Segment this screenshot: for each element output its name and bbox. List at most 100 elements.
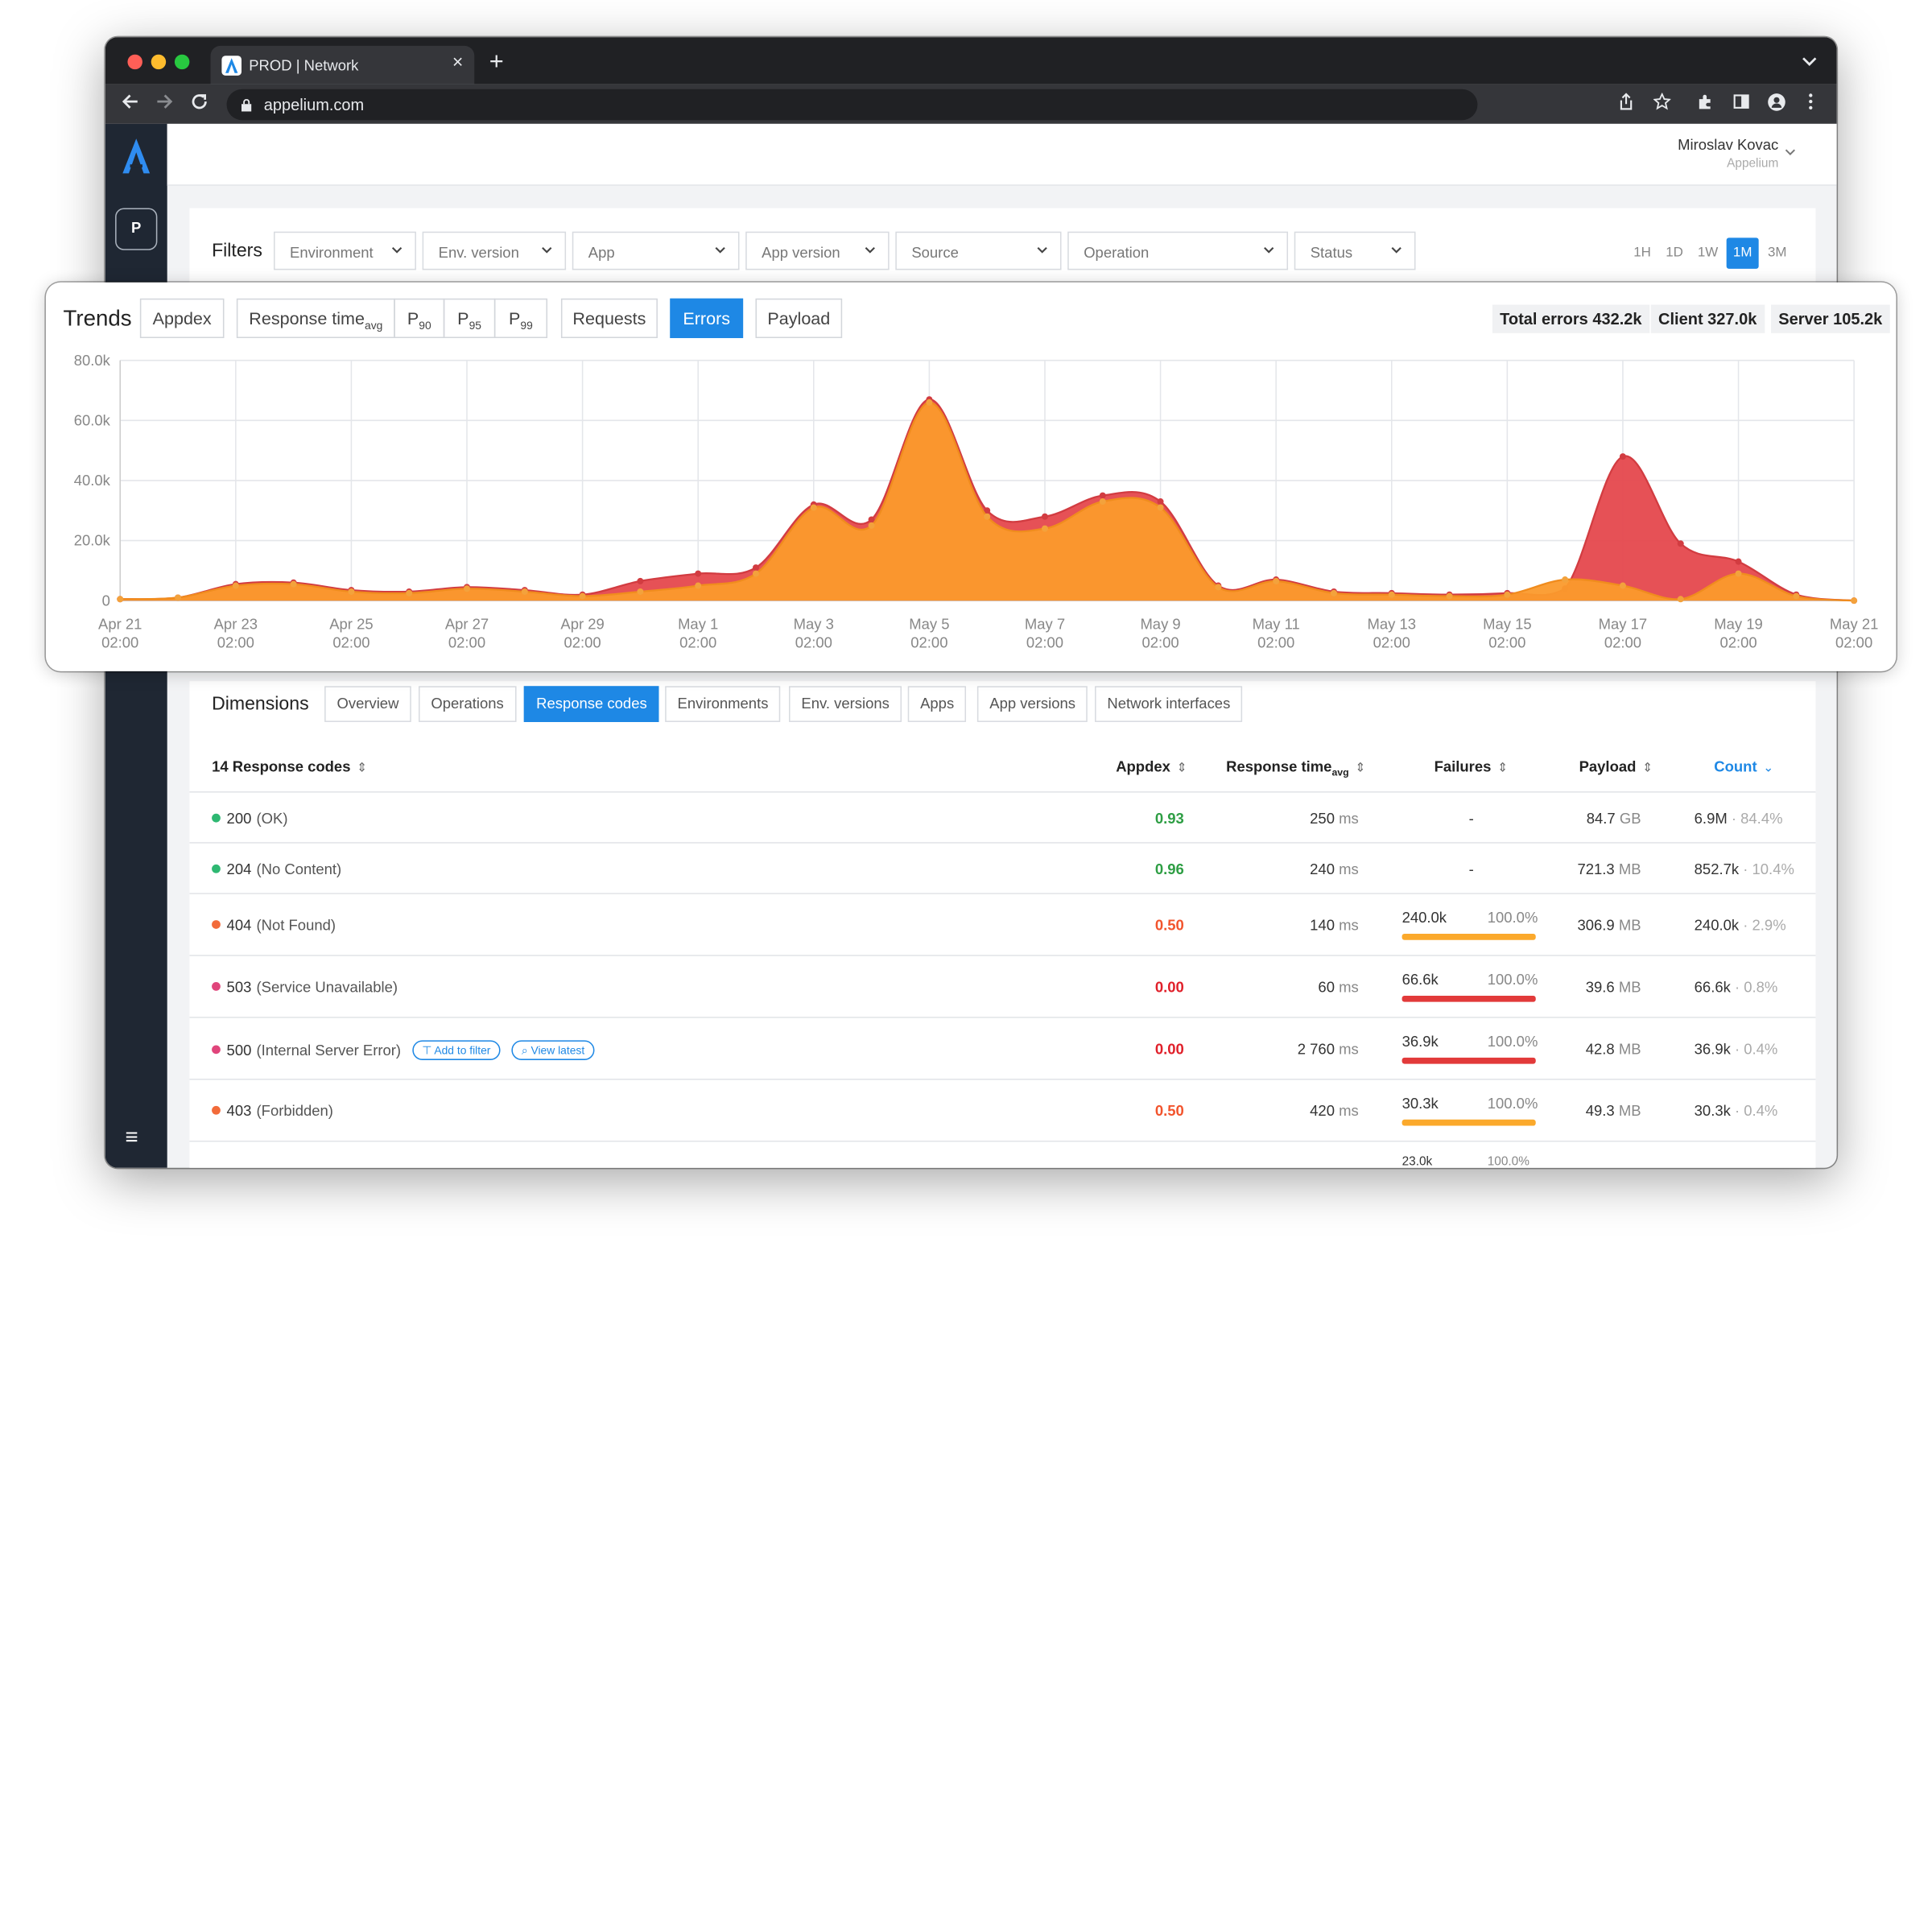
tab-app-versions[interactable]: App versions — [976, 686, 1088, 722]
response-code-cell[interactable]: 204 (No Content) — [212, 861, 341, 878]
range-1d-button[interactable]: 1D — [1666, 245, 1683, 261]
table-row[interactable]: 23.0k 100.0% — [189, 1141, 1815, 1167]
window-close-icon[interactable] — [127, 54, 142, 70]
column-header-response-codes[interactable]: 14 Response codes ⇕ — [212, 758, 367, 776]
count-percent: · 2.9% — [1743, 916, 1786, 935]
user-menu[interactable]: Miroslav Kovac Appelium — [1678, 136, 1795, 171]
dimensions-card: Dimensions Overview Operations Response … — [189, 681, 1816, 1168]
lock-icon — [242, 97, 252, 112]
column-header-failures[interactable]: Failures ⇕ — [1435, 758, 1508, 776]
back-arrow-icon[interactable] — [120, 92, 140, 118]
p90-metric-button[interactable]: P90 — [394, 298, 445, 339]
errors-metric-button[interactable]: Errors — [670, 298, 744, 339]
response-code-cell[interactable]: 404 (Not Found) — [212, 916, 336, 934]
table-row[interactable]: 500 (Internal Server Error) ⊤ Add to filte… — [189, 1018, 1816, 1080]
response-code: 500 — [226, 1041, 252, 1059]
chevron-down-icon — [391, 243, 402, 258]
x-tick-label: May 5 — [909, 616, 949, 633]
requests-metric-button[interactable]: Requests — [560, 298, 658, 339]
p99-metric-button[interactable]: P99 — [493, 298, 548, 339]
x-tick-label: Apr 25 — [329, 616, 373, 633]
table-row[interactable]: 403 (Forbidden) 0.50 420 ms 30.3k 100.0% 49.3 … — [189, 1080, 1816, 1142]
view-latest-button[interactable]: ⌕ View latest — [511, 1040, 595, 1060]
table-row[interactable]: 503 (Service Unavailable) 0.00 60 ms 66.6k 10… — [189, 956, 1816, 1018]
tab-response-codes[interactable]: Response codes — [523, 686, 660, 722]
data-point — [1793, 592, 1800, 600]
response-code: 403 — [226, 1102, 252, 1120]
rt-unit: ms — [1339, 810, 1359, 828]
column-header-response-time[interactable]: Response timeavg ⇕ — [1226, 758, 1365, 778]
data-point — [1157, 498, 1164, 506]
status-select[interactable]: Status — [1294, 231, 1416, 270]
share-icon[interactable] — [1617, 93, 1635, 114]
app-version-select[interactable]: App version — [745, 231, 890, 270]
app-select[interactable]: App — [572, 231, 740, 270]
reload-icon[interactable] — [189, 92, 209, 118]
kebab-menu-icon[interactable] — [1808, 93, 1813, 114]
failures-value: 23.0k — [1402, 1155, 1433, 1168]
column-header-count[interactable]: Count ⌄ — [1714, 758, 1773, 776]
browser-tab[interactable]: PROD | Network × — [210, 45, 475, 85]
range-3m-button[interactable]: 3M — [1767, 245, 1787, 261]
appdex-metric-button[interactable]: Appdex — [139, 298, 225, 339]
bookmark-star-icon[interactable] — [1653, 92, 1672, 114]
response-time-metric-button[interactable]: Response timeavg — [236, 298, 395, 339]
appelium-logo-icon[interactable] — [120, 136, 152, 175]
close-tab-icon[interactable]: × — [452, 52, 464, 73]
data-point — [1504, 591, 1511, 598]
response-code-cell[interactable]: 200 (OK) — [212, 810, 288, 828]
environment-select[interactable]: Environment — [274, 231, 416, 270]
range-1h-button[interactable]: 1H — [1633, 245, 1651, 261]
column-label: Count — [1714, 757, 1757, 776]
source-select[interactable]: Source — [895, 231, 1062, 270]
response-code-cell[interactable]: 503 (Service Unavailable) — [212, 978, 398, 996]
new-tab-icon[interactable]: + — [489, 48, 504, 76]
p95-metric-button[interactable]: P95 — [443, 298, 496, 339]
column-label: Failures — [1434, 757, 1492, 776]
window-zoom-icon[interactable] — [174, 54, 190, 70]
response-code-cell[interactable]: 500 (Internal Server Error) ⊤ Add to filte… — [212, 1040, 595, 1060]
table-row[interactable]: 404 (Not Found) 0.50 140 ms 240.0k 100.0% 306.… — [189, 894, 1816, 956]
tab-operations[interactable]: Operations — [419, 686, 517, 722]
count-number: 36.9k — [1694, 1040, 1731, 1058]
appdex-value: 0.00 — [1154, 978, 1184, 996]
add-to-filter-button[interactable]: ⊤ Add to filter — [411, 1040, 501, 1060]
select-label: App version — [762, 244, 840, 262]
column-header-payload[interactable]: Payload ⇕ — [1579, 758, 1653, 776]
tab-env-versions[interactable]: Env. versions — [789, 686, 902, 722]
profile-icon[interactable] — [1767, 93, 1785, 115]
payload-unit: GB — [1619, 810, 1641, 828]
data-point — [1735, 558, 1742, 565]
column-header-appdex[interactable]: Appdex ⇕ — [1116, 758, 1187, 776]
env-version-select[interactable]: Env. version — [422, 231, 567, 270]
response-code: 204 — [226, 861, 252, 878]
forward-arrow-icon[interactable] — [155, 92, 175, 118]
project-switcher-button[interactable]: P — [115, 208, 158, 250]
y-tick-label: 80.0k — [74, 352, 111, 369]
extensions-icon[interactable] — [1697, 93, 1715, 114]
tab-list-chevron-icon[interactable] — [1802, 51, 1817, 71]
tab-network-interfaces[interactable]: Network interfaces — [1095, 686, 1243, 722]
x-tick-label: May 7 — [1025, 616, 1065, 633]
search-icon: ⌕ — [521, 1043, 531, 1057]
payload-unit: MB — [1618, 861, 1641, 878]
table-row[interactable]: 200 (OK) 0.93 250 ms - 84.7 GB 6.9M · 84.4% — [189, 793, 1816, 844]
payload-metric-button[interactable]: Payload — [755, 298, 843, 339]
tab-environments[interactable]: Environments — [665, 686, 781, 722]
tab-overview[interactable]: Overview — [324, 686, 411, 722]
failures-bar — [1402, 995, 1536, 1002]
address-bar[interactable]: appelium.com — [226, 89, 1478, 121]
rt-number: 240 — [1310, 861, 1335, 878]
table-row[interactable]: 204 (No Content) 0.96 240 ms - 721.3 MB 852.7k… — [189, 844, 1816, 894]
window-minimize-icon[interactable] — [151, 54, 167, 70]
side-panel-icon[interactable] — [1732, 93, 1750, 114]
data-point — [752, 570, 759, 577]
chevron-down-icon — [715, 243, 726, 258]
data-point — [695, 582, 702, 589]
range-1w-button[interactable]: 1W — [1697, 245, 1719, 261]
response-code-cell[interactable]: 403 (Forbidden) — [212, 1102, 333, 1120]
hamburger-menu-icon[interactable]: ≡ — [125, 1124, 138, 1149]
range-1m-button[interactable]: 1M — [1726, 237, 1759, 269]
operation-select[interactable]: Operation — [1067, 231, 1289, 270]
tab-apps[interactable]: Apps — [907, 686, 967, 722]
